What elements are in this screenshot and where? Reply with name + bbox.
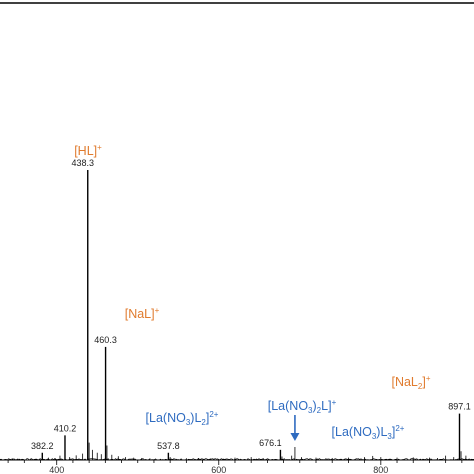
x-tick-label-600: 600: [211, 465, 226, 474]
peak-label-460.3: 460.3: [94, 335, 117, 345]
peak-label-410.2: 410.2: [54, 423, 77, 433]
annotation-hl: [HL]+: [74, 143, 102, 158]
annotation-nal: [NaL]+: [125, 306, 160, 321]
arrow-head-icon: [290, 433, 300, 441]
peak-label-438.3: 438.3: [71, 158, 94, 168]
x-tick-label-800: 800: [373, 465, 388, 474]
peak-label-537.8: 537.8: [157, 441, 180, 451]
annotation-la-no3-l3: [La(NO3)L3]2+: [332, 424, 405, 441]
peak-label-897.1: 897.1: [448, 402, 471, 412]
annotation-la-no3-l2: [La(NO3)L2]2+: [146, 410, 219, 427]
annotation-la-no3-2-l: [La(NO3)2L]+: [268, 398, 337, 415]
spectrum-noise-floor: [0, 458, 474, 461]
peak-label-382.2: 382.2: [31, 441, 54, 451]
annotation-nal2: [NaL2]+: [391, 374, 430, 391]
peak-label-676.1: 676.1: [259, 438, 282, 448]
x-tick-label-400: 400: [49, 465, 64, 474]
